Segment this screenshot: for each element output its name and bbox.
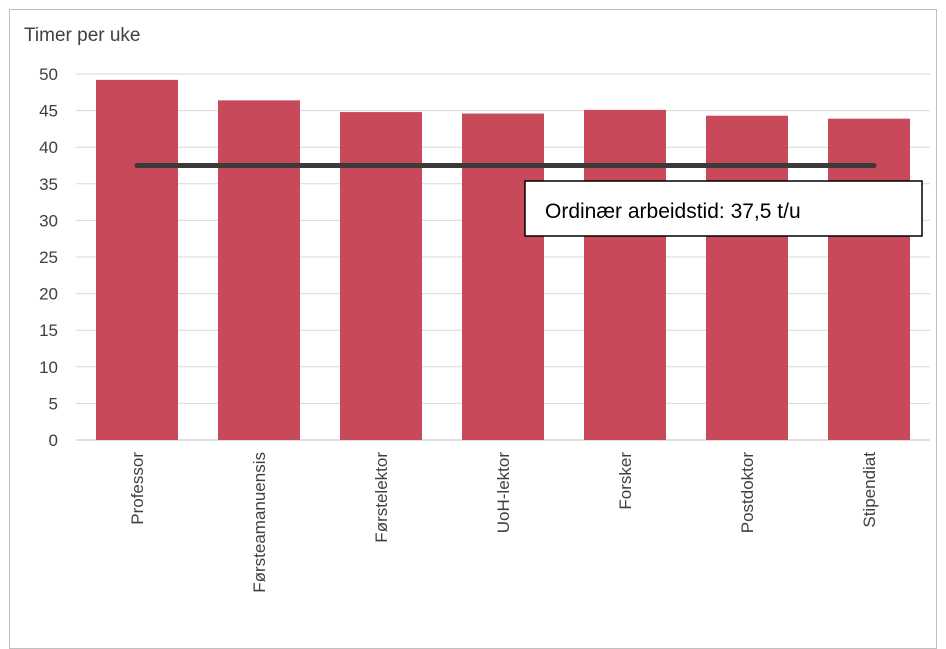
category-label: Stipendiat xyxy=(860,452,879,528)
category-label: Professor xyxy=(128,452,147,525)
category-label: Førstelektor xyxy=(372,452,391,543)
y-tick-label: 0 xyxy=(49,431,58,450)
bar xyxy=(584,109,666,441)
y-tick-label: 30 xyxy=(39,211,58,230)
y-tick-label: 25 xyxy=(39,248,58,267)
category-label: Forsker xyxy=(616,452,635,510)
bars xyxy=(96,79,910,441)
y-tick-label: 45 xyxy=(39,102,58,121)
bar xyxy=(828,118,910,440)
bar xyxy=(340,112,422,441)
y-tick-label: 35 xyxy=(39,175,58,194)
y-tick-label: 10 xyxy=(39,358,58,377)
y-axis-label: Timer per uke xyxy=(24,25,141,46)
category-label: Postdoktor xyxy=(738,452,757,534)
annotation-box xyxy=(524,180,923,237)
category-label: UoH-lektor xyxy=(494,452,513,534)
category-labels: Professor Førsteamanuensis Førstelektor UoH… xyxy=(128,452,879,593)
y-tick-label: 15 xyxy=(39,321,58,340)
y-tick-label: 40 xyxy=(39,138,58,157)
bar xyxy=(96,79,178,440)
y-tick-label: 50 xyxy=(39,65,58,84)
reference-line-annotation: Ordinær arbeidstid: 37,5 t/u xyxy=(524,180,923,237)
y-tick-label: 20 xyxy=(39,285,58,304)
bar xyxy=(462,113,544,440)
y-tick-labels: 0 5 10 15 20 25 30 35 40 45 50 xyxy=(39,65,58,450)
bar-chart: Timer per uke 0 5 10 15 20 25 30 35 40 45 50 Profe… xyxy=(24,25,930,593)
y-tick-label: 5 xyxy=(49,394,58,413)
annotation-text: Ordinær arbeidstid: 37,5 t/u xyxy=(545,200,801,223)
category-label: Førsteamanuensis xyxy=(250,452,269,593)
bar xyxy=(706,115,788,440)
bar xyxy=(218,100,300,441)
